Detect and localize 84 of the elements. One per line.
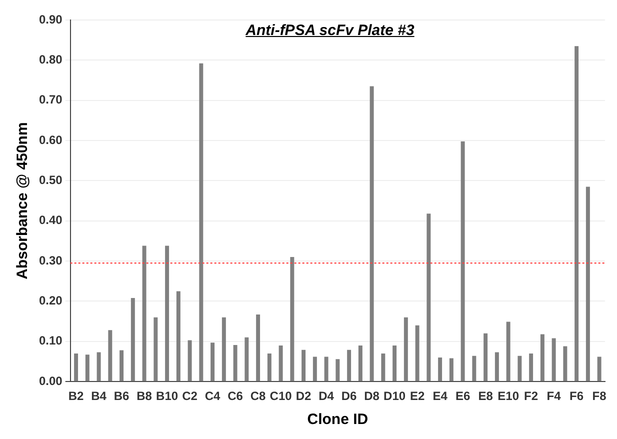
bar [449, 358, 454, 382]
bar [347, 350, 352, 382]
bar [165, 246, 170, 382]
x-tick-label: D2 [296, 389, 312, 404]
y-tick-label: 0.20 [38, 294, 63, 308]
y-axis-title: Absorbance @ 450nm [14, 122, 32, 280]
bar [552, 338, 556, 382]
bar [324, 356, 328, 382]
bar [381, 353, 386, 382]
bar [267, 353, 272, 382]
bar [586, 186, 590, 382]
bar [256, 314, 260, 382]
bar [404, 317, 408, 382]
x-tick-label: C10 [270, 389, 292, 404]
bar [336, 359, 340, 382]
x-tick-label: E6 [455, 389, 470, 404]
x-tick-label: B4 [91, 389, 107, 404]
y-tick-label: 0.80 [38, 52, 63, 66]
chart-title: Anti-fPSA scFv Plate #3 [246, 22, 414, 39]
bar [74, 353, 78, 382]
y-tick-label: 0.70 [38, 92, 63, 107]
x-tick-label: F2 [524, 389, 538, 404]
bar [426, 214, 431, 382]
bar [358, 345, 362, 382]
bar [120, 350, 124, 382]
y-tick-label: 0.30 [38, 253, 63, 268]
x-tick-label: C4 [204, 389, 221, 404]
x-tick-label: E2 [410, 389, 425, 404]
y-tick-label: 0.90 [38, 12, 63, 26]
x-tick-label: F8 [592, 389, 607, 404]
bar [415, 325, 420, 382]
bar [506, 322, 510, 382]
x-tick-label: E10 [498, 389, 520, 404]
bar [244, 337, 249, 382]
y-tick-label: 0.40 [38, 213, 63, 228]
bar [188, 340, 192, 382]
bar [142, 246, 146, 382]
bar [540, 334, 544, 382]
bar [574, 46, 579, 382]
bar [312, 356, 317, 382]
x-tick-label: D6 [341, 389, 358, 404]
x-tick-label: E8 [478, 389, 494, 404]
bar [96, 352, 101, 382]
x-tick-label: E4 [432, 389, 448, 404]
bar [472, 356, 476, 382]
bar [199, 63, 204, 382]
bar [85, 354, 90, 382]
bar [154, 317, 158, 382]
x-tick-label: C2 [182, 389, 198, 404]
bar [460, 141, 465, 382]
x-tick-label: C6 [228, 389, 244, 404]
x-tick-label: F4 [546, 389, 562, 404]
bar [290, 257, 294, 382]
y-tick-label: 0.50 [38, 173, 63, 188]
bar [130, 298, 135, 382]
x-tick-label: D4 [318, 389, 334, 404]
x-tick-label: B8 [136, 389, 152, 404]
x-axis-title: Clone ID [307, 411, 368, 428]
x-tick-label: D8 [364, 389, 380, 404]
x-tick-label: C8 [250, 389, 266, 404]
x-tick-label: D10 [384, 389, 406, 404]
y-tick-label: 0.60 [38, 132, 63, 147]
bar [597, 356, 602, 382]
bar [233, 345, 238, 382]
bar [563, 346, 568, 382]
bar [370, 86, 374, 382]
bar [484, 333, 488, 382]
x-tick-label: B10 [156, 389, 178, 404]
bar [529, 353, 534, 382]
bar [278, 345, 283, 382]
y-tick-label: 0.10 [38, 334, 63, 348]
bar [438, 357, 442, 382]
bar [392, 345, 397, 382]
bar [108, 330, 112, 382]
bar [494, 352, 499, 382]
bar [302, 350, 306, 382]
x-tick-label: B6 [114, 389, 130, 404]
bar [518, 356, 522, 382]
x-tick-label: B2 [68, 389, 84, 404]
bar [222, 317, 226, 382]
bar [176, 291, 180, 382]
y-tick-label: 0.00 [38, 374, 63, 388]
bar [210, 342, 215, 382]
x-tick-label: F6 [570, 389, 584, 404]
